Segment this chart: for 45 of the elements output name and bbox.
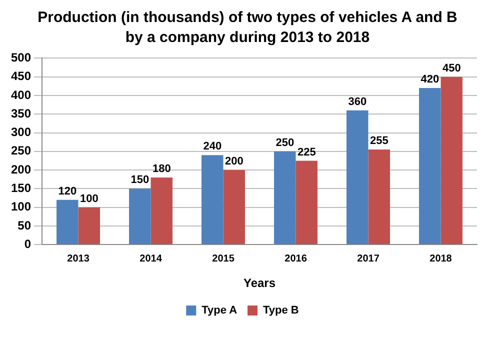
y-tick-label: 300 <box>10 125 32 140</box>
data-label: 420 <box>420 74 440 86</box>
bar <box>346 110 368 244</box>
data-label: 240 <box>203 140 222 153</box>
y-tick-label: 450 <box>10 69 32 84</box>
bar <box>223 170 246 244</box>
bar <box>368 150 390 244</box>
x-tick-label: 2015 <box>212 253 235 264</box>
bar <box>56 200 78 244</box>
x-tick-label: 2013 <box>67 253 90 264</box>
x-tick-label: 2016 <box>284 253 308 264</box>
y-tick-label: 350 <box>10 106 32 120</box>
y-tick-label: 0 <box>24 236 32 251</box>
data-label: 250 <box>276 136 294 149</box>
bar <box>78 207 100 244</box>
bar <box>129 188 151 244</box>
y-tick-label: 250 <box>10 144 32 158</box>
x-tick-label: 2017 <box>357 253 380 264</box>
data-label: 450 <box>442 62 461 74</box>
bar <box>274 151 296 244</box>
data-label: 255 <box>370 135 388 148</box>
y-tick-label: 150 <box>10 180 32 195</box>
data-label: 100 <box>80 192 98 205</box>
y-tick-label: 50 <box>18 218 32 232</box>
data-label: 150 <box>130 174 150 186</box>
data-label: 180 <box>152 163 171 176</box>
chart-title: Production (in thousands) of two types of vehicles A and B by a company during 2013 to 2018 <box>36 8 458 48</box>
x-tick-label: 2014 <box>140 253 162 264</box>
data-label: 120 <box>58 185 77 198</box>
y-tick-label: 500 <box>10 50 32 65</box>
legend-label: Type A <box>202 304 238 317</box>
bar <box>419 88 441 244</box>
legend-label: Type B <box>263 304 299 317</box>
data-label: 360 <box>348 96 367 108</box>
x-axis-title: Years <box>243 276 276 290</box>
bar <box>440 76 462 244</box>
x-tick-label: 2018 <box>430 253 452 264</box>
bar <box>296 160 318 244</box>
data-label: 200 <box>224 156 244 168</box>
bar <box>202 155 224 244</box>
bar <box>150 177 173 244</box>
y-tick-label: 400 <box>10 88 32 102</box>
data-label: 225 <box>297 146 316 158</box>
y-tick-label: 200 <box>10 162 32 176</box>
y-tick-label: 100 <box>10 200 32 214</box>
